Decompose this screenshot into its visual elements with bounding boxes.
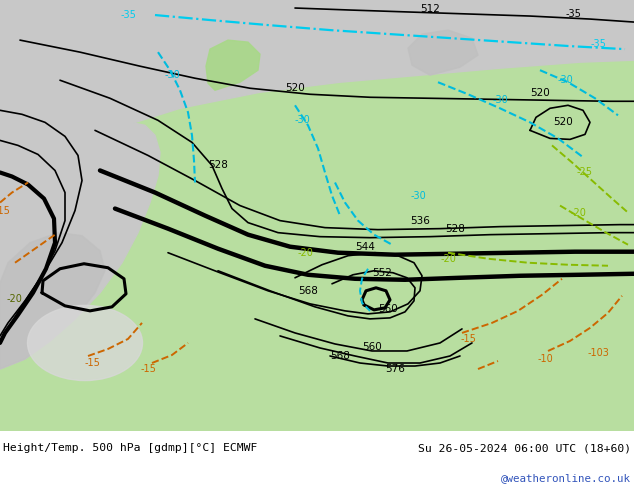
Text: -25: -25 (577, 168, 593, 177)
Text: -35: -35 (590, 39, 606, 49)
Text: -30: -30 (410, 191, 426, 200)
Polygon shape (0, 233, 105, 369)
Text: -35: -35 (120, 10, 136, 20)
Polygon shape (408, 30, 478, 75)
Text: -15: -15 (84, 358, 100, 368)
Text: 520: 520 (530, 88, 550, 98)
Text: -103: -103 (587, 348, 609, 358)
Text: 512: 512 (420, 4, 440, 14)
Text: -35: -35 (565, 9, 581, 19)
Text: 576: 576 (385, 364, 405, 374)
Text: -30: -30 (294, 115, 310, 125)
Text: 544: 544 (355, 242, 375, 252)
Text: -30: -30 (557, 75, 573, 85)
Text: -15: -15 (140, 364, 156, 374)
Text: -15: -15 (460, 334, 476, 344)
Ellipse shape (27, 305, 143, 381)
Polygon shape (0, 0, 634, 200)
Text: -15: -15 (0, 206, 10, 216)
Text: Height/Temp. 500 hPa [gdmp][°C] ECMWF: Height/Temp. 500 hPa [gdmp][°C] ECMWF (3, 443, 257, 453)
Text: 528: 528 (445, 223, 465, 234)
Text: -20: -20 (6, 294, 22, 304)
Text: 560: 560 (378, 304, 398, 314)
Text: 568: 568 (330, 351, 350, 361)
Polygon shape (206, 40, 260, 90)
Text: Su 26-05-2024 06:00 UTC (18+60): Su 26-05-2024 06:00 UTC (18+60) (418, 443, 631, 453)
Text: 520: 520 (285, 83, 305, 93)
Text: -30: -30 (492, 95, 508, 105)
Text: -20: -20 (297, 248, 313, 258)
Text: -10: -10 (537, 354, 553, 364)
Text: 528: 528 (208, 160, 228, 171)
Text: 560: 560 (362, 342, 382, 352)
Text: @weatheronline.co.uk: @weatheronline.co.uk (501, 473, 631, 483)
Text: 552: 552 (372, 268, 392, 278)
Polygon shape (0, 0, 160, 369)
Text: -20: -20 (440, 254, 456, 264)
Text: 520: 520 (553, 117, 573, 127)
Text: -30: -30 (164, 70, 180, 80)
Text: 568: 568 (298, 286, 318, 296)
Text: 536: 536 (410, 216, 430, 225)
Text: -20: -20 (570, 208, 586, 218)
